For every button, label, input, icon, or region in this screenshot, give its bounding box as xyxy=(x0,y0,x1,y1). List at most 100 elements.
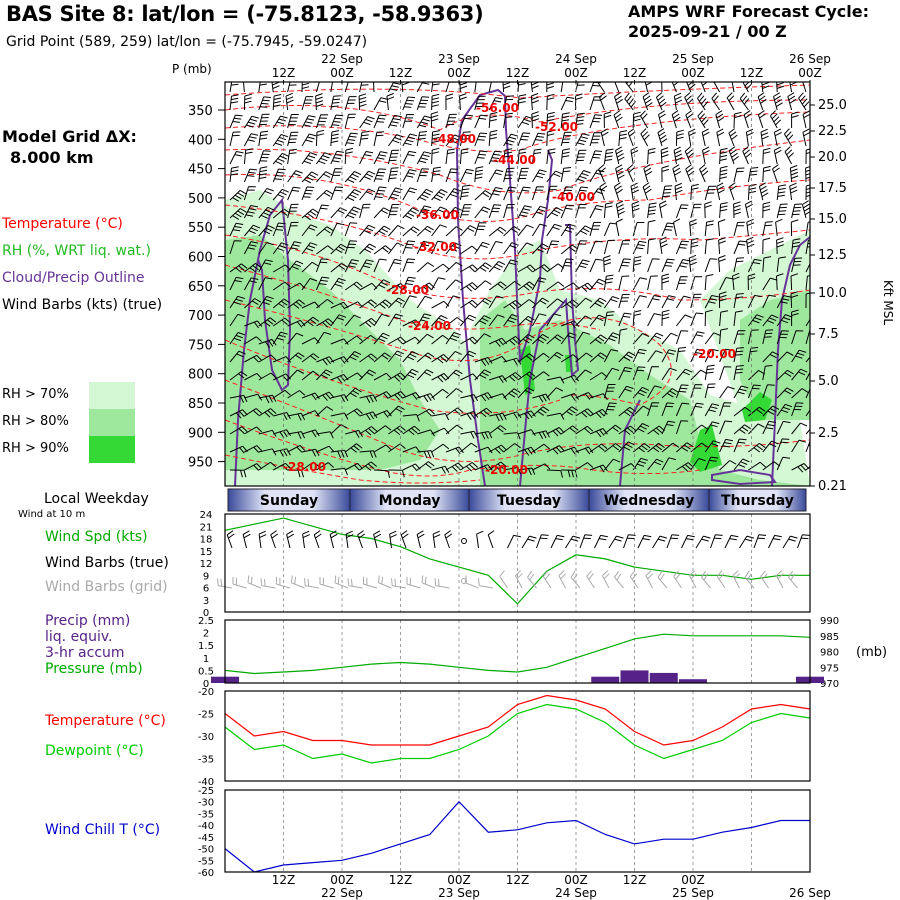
cross-section-wind-barb xyxy=(517,82,526,93)
cross-section-wind-barb xyxy=(373,410,392,418)
cross-section-wind-barb xyxy=(697,110,709,129)
cross-section-wind-barb xyxy=(532,264,551,273)
wind-barb-true-mark xyxy=(579,534,593,549)
cross-section-wind-barb xyxy=(690,203,702,219)
cross-section-wind-barb xyxy=(359,353,378,363)
cross-section-wind-barb xyxy=(699,164,709,183)
cross-section-wind-barb xyxy=(315,258,329,273)
cross-section-wind-barb xyxy=(760,128,769,147)
cross-section-wind-barb xyxy=(416,82,430,93)
wind-barb-true-mark xyxy=(242,530,251,549)
pressure-tick-label: 980 xyxy=(820,648,839,659)
top-time-label: 12Z xyxy=(272,66,296,80)
cross-section-wind-barb xyxy=(575,204,587,219)
cross-section-wind-barb xyxy=(359,82,369,93)
pressure-tick-label: 700 xyxy=(188,309,213,324)
cross-section-wind-barb xyxy=(728,182,737,201)
wind-barb-true-mark xyxy=(536,534,549,549)
wind-barb-true xyxy=(302,530,310,549)
cross-section-wind-barb xyxy=(258,394,277,404)
cross-section-wind-barb xyxy=(244,426,263,435)
cross-section-wind-barb xyxy=(517,224,534,237)
cross-section-wind-barb xyxy=(517,429,536,436)
top-time-label: 00Z xyxy=(564,66,588,80)
cross-section-wind-barb xyxy=(315,82,327,93)
cross-section-wind-barb xyxy=(445,134,462,147)
cross-section-wind-barb xyxy=(229,409,248,419)
cross-section-wind-barb xyxy=(802,110,810,129)
cross-section-wind-barb xyxy=(344,314,361,327)
cross-section-wind-barb xyxy=(531,186,544,201)
cross-section-wind-barb xyxy=(675,402,690,417)
cross-section-wind-barb xyxy=(575,425,594,435)
cross-section-wind-barb xyxy=(229,114,243,129)
cross-section-wind-barb xyxy=(805,388,810,399)
cross-section-wind-barb xyxy=(690,458,706,471)
cross-section-wind-barb xyxy=(762,364,773,381)
wind-tick-label: 9 xyxy=(203,571,209,582)
pressure-tick-label: 550 xyxy=(188,221,213,236)
cross-section-wind-barb xyxy=(301,370,320,381)
cross-section-wind-barb xyxy=(474,392,493,402)
cross-section-wind-barb xyxy=(798,92,810,111)
cross-section-wind-barb xyxy=(445,226,463,237)
cross-section-wind-barb xyxy=(460,462,479,472)
cross-section-wind-barb xyxy=(747,184,757,201)
cross-section-wind-barb xyxy=(402,351,419,363)
cross-section-wind-barb xyxy=(402,169,417,183)
cross-section-wind-barb xyxy=(531,223,547,237)
cross-section-wind-barb xyxy=(647,147,656,165)
precip-panel: 2.5 21.5 10.5 0 990 985 980 975 970 (mb) xyxy=(198,616,887,690)
cross-section-wind-barb xyxy=(258,188,274,201)
wind-barb-true xyxy=(286,530,295,549)
wind-barb-true-mark xyxy=(782,535,798,549)
wind-barb-true xyxy=(637,534,652,549)
cross-section-wind-barb xyxy=(589,297,607,309)
cross-section-wind-barb xyxy=(791,238,801,255)
cross-section-wind-barb xyxy=(287,352,305,363)
cross-section-wind-barb xyxy=(287,469,304,478)
rh-90-label: RH > 90% xyxy=(2,441,69,456)
cross-section-wind-barb xyxy=(272,134,289,147)
cross-section-wind-barb xyxy=(287,203,299,219)
cross-section-wind-barb xyxy=(704,348,719,363)
cross-section-wind-barb xyxy=(719,310,729,327)
cross-section-wind-barb xyxy=(431,166,441,183)
top-date-label: 23 Sep xyxy=(438,52,480,66)
cross-section-wind-barb xyxy=(431,413,450,421)
pressure-tick-label: 350 xyxy=(188,104,213,119)
cross-section-wind-barb xyxy=(575,315,592,327)
wind-barb-true-mark xyxy=(739,535,755,549)
cross-section-wind-barb xyxy=(287,241,302,255)
cross-section-wind-barb xyxy=(704,383,716,399)
cross-section-wind-barb xyxy=(647,295,662,309)
cross-section-wind-barb xyxy=(287,299,306,309)
precip-tick-label: 2 xyxy=(203,629,209,640)
cross-section-wind-barb xyxy=(373,225,391,237)
cross-section-wind-barb xyxy=(647,275,658,291)
temperature-contour xyxy=(225,139,810,194)
wind-barb-grid xyxy=(716,570,726,589)
cross-section-wind-barb xyxy=(748,406,766,417)
cross-section-wind-barb xyxy=(531,313,547,327)
cross-section-wind-barb xyxy=(402,207,420,220)
wind-barb-true-mark xyxy=(594,534,608,549)
cross-section-wind-barb xyxy=(658,110,666,129)
cross-section-wind-barb xyxy=(243,168,258,183)
cross-section-wind-barb xyxy=(330,262,348,273)
cross-section-wind-barb xyxy=(488,425,507,435)
wind-barb-grid-mark xyxy=(645,570,654,589)
cross-section-wind-barb xyxy=(244,224,261,237)
pressure-tick-label: 500 xyxy=(188,192,213,207)
cross-section-wind-barb xyxy=(655,92,667,111)
cross-section-wind-barb xyxy=(243,205,258,219)
cross-section-wind-barb xyxy=(301,392,320,401)
wind-barb-true xyxy=(373,530,382,549)
bottom-time-label: 00Z xyxy=(330,873,354,887)
cross-section-wind-barb xyxy=(560,186,574,201)
cross-section-wind-barb xyxy=(474,222,487,237)
cross-section-wind-barb xyxy=(416,313,432,327)
cross-section-wind-barb xyxy=(488,314,505,327)
